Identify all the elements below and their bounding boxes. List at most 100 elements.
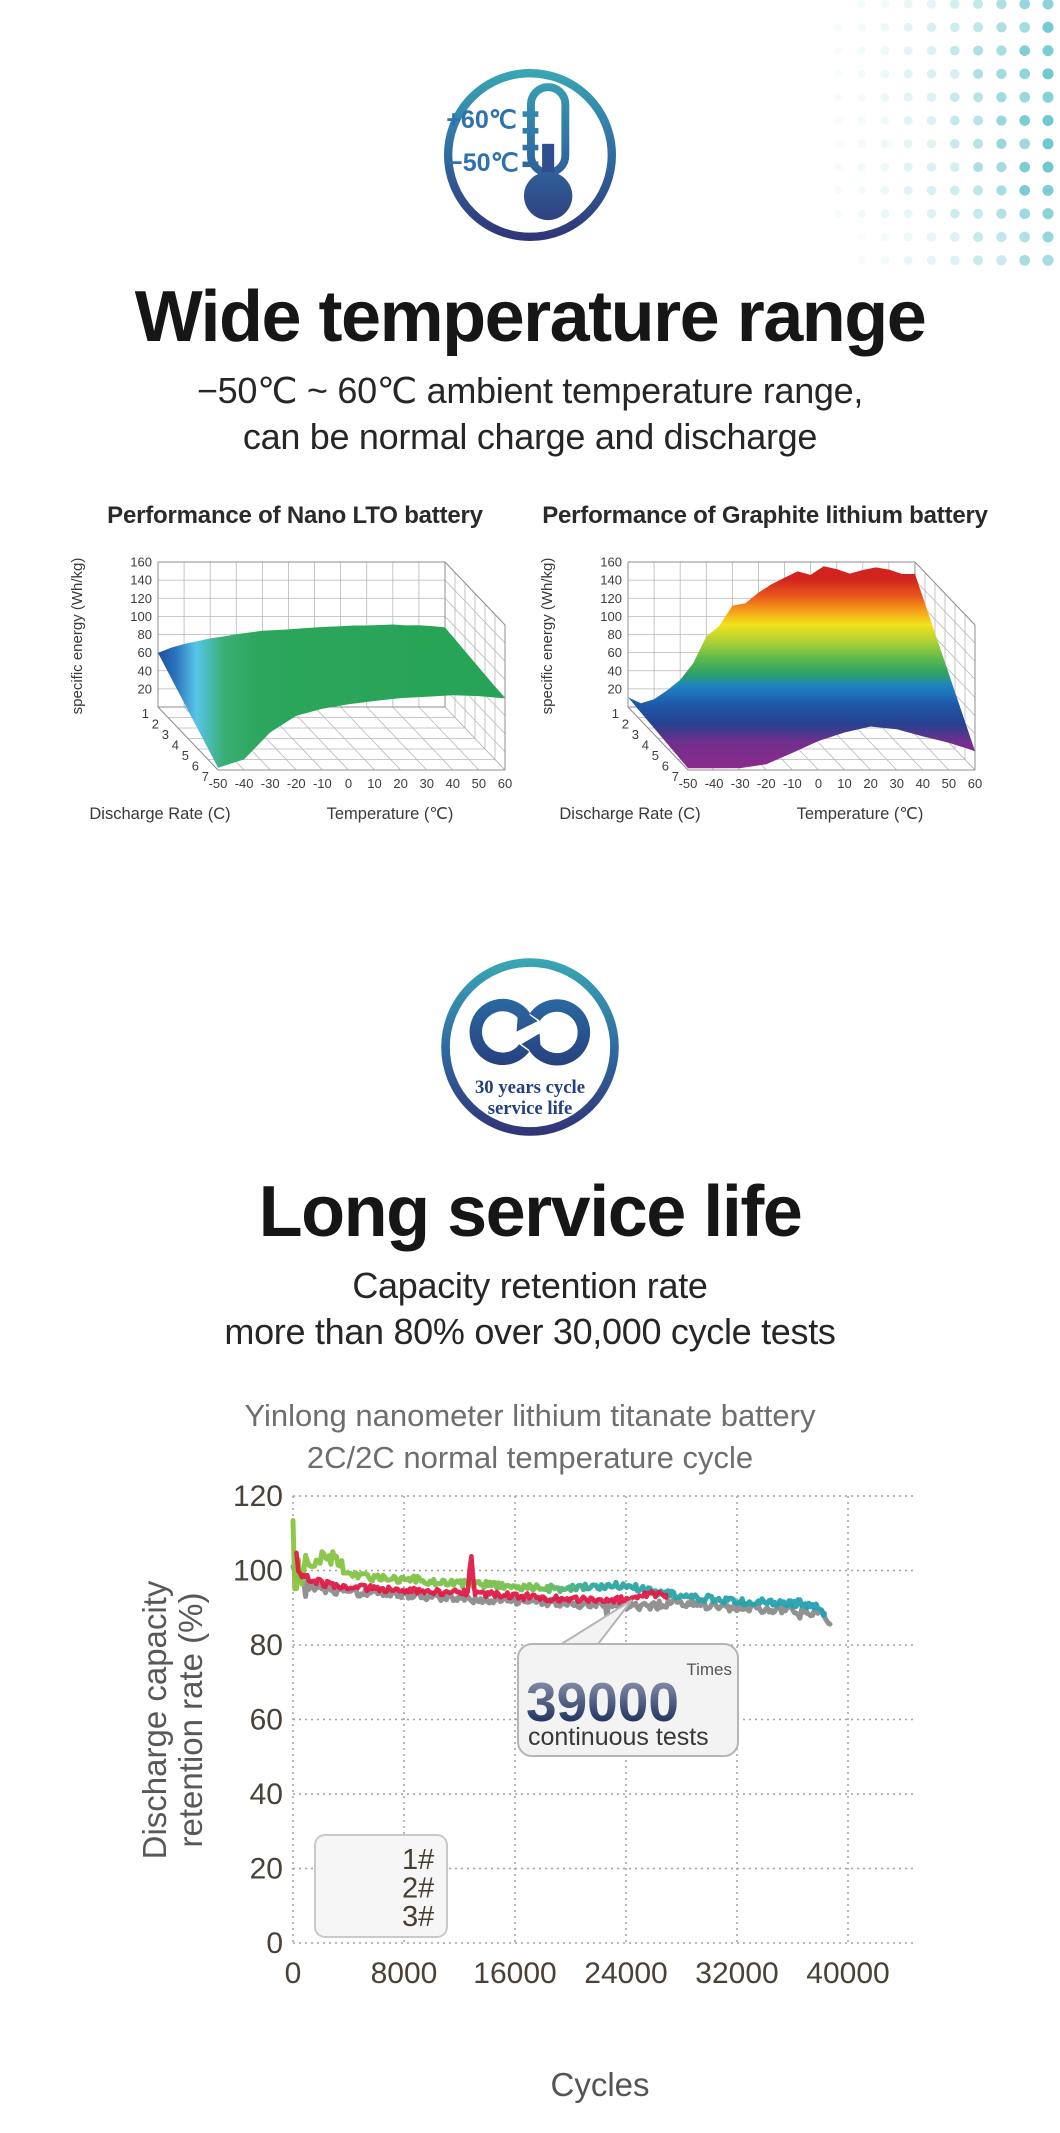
surface-charts-row: Performance of Nano LTO battery 160 140 12… bbox=[0, 502, 1060, 839]
svg-text:60: 60 bbox=[608, 645, 622, 660]
svg-text:10: 10 bbox=[367, 776, 381, 791]
high-temp-label: +60℃ bbox=[446, 106, 517, 134]
mercury-column bbox=[542, 143, 555, 180]
cycle-arrows-icon: 30 years cycle service life bbox=[441, 958, 619, 1136]
cycle-life-chart: Yinlong nanometer lithium titanate batte… bbox=[0, 1395, 1060, 2124]
dot-pattern-decoration bbox=[834, 0, 1054, 266]
svg-text:2#: 2# bbox=[402, 1873, 434, 1905]
svg-text:Discharge Rate (C): Discharge Rate (C) bbox=[89, 805, 230, 823]
badge-ring bbox=[441, 958, 619, 1136]
temperature-subtitle: −50℃ ~ 60℃ ambient temperature range, can… bbox=[196, 370, 864, 458]
badge-ring bbox=[443, 68, 617, 242]
svg-text:3#: 3# bbox=[402, 1901, 434, 1933]
cycle-life-line-chart: 39000 Times continuous tests 1#2#3# 0 20 40 60 8… bbox=[140, 1480, 914, 2103]
svg-text:32000: 32000 bbox=[695, 1957, 778, 1990]
svg-text:0: 0 bbox=[345, 776, 352, 791]
right-loop bbox=[528, 999, 591, 1066]
left-loop bbox=[469, 998, 531, 1065]
svg-text:30: 30 bbox=[889, 776, 903, 791]
svg-text:0: 0 bbox=[285, 1957, 302, 1990]
svg-text:Discharge capacity: Discharge capacity bbox=[140, 1581, 173, 1860]
svg-text:40: 40 bbox=[138, 663, 152, 678]
svg-text:1: 1 bbox=[612, 706, 619, 721]
svg-text:160: 160 bbox=[130, 554, 152, 569]
svg-text:4: 4 bbox=[172, 737, 179, 752]
svg-text:Temperature (℃): Temperature (℃) bbox=[327, 805, 454, 823]
svg-text:40000: 40000 bbox=[806, 1957, 889, 1990]
svg-text:40: 40 bbox=[446, 776, 460, 791]
service-life-heading: Long service life bbox=[258, 1171, 803, 1252]
svg-text:continuous tests: continuous tests bbox=[528, 1723, 709, 1751]
svg-text:3: 3 bbox=[162, 727, 169, 742]
svg-text:-40: -40 bbox=[705, 776, 724, 791]
svg-text:2: 2 bbox=[622, 716, 629, 731]
svg-text:50: 50 bbox=[942, 776, 956, 791]
svg-text:specific energy (Wh/kg): specific energy (Wh/kg) bbox=[539, 558, 556, 715]
svg-text:1#: 1# bbox=[402, 1844, 434, 1876]
svg-text:4: 4 bbox=[642, 737, 649, 752]
svg-text:3: 3 bbox=[632, 727, 639, 742]
svg-text:100: 100 bbox=[233, 1555, 283, 1588]
svg-text:16000: 16000 bbox=[473, 1957, 556, 1990]
svg-text:5: 5 bbox=[652, 748, 659, 763]
svg-text:20: 20 bbox=[608, 681, 622, 696]
svg-text:-50: -50 bbox=[679, 776, 698, 791]
svg-text:7: 7 bbox=[672, 769, 679, 784]
svg-text:6: 6 bbox=[662, 758, 669, 773]
svg-text:-30: -30 bbox=[731, 776, 750, 791]
svg-text:Cycles: Cycles bbox=[550, 2066, 649, 2103]
temperature-heading: Wide temperature range bbox=[134, 277, 927, 357]
svg-text:60: 60 bbox=[498, 776, 512, 791]
service-life-section: 30 years cycle service life Long service… bbox=[0, 839, 1060, 2124]
svg-text:160: 160 bbox=[600, 554, 622, 569]
svg-text:40: 40 bbox=[250, 1778, 283, 1811]
svg-text:-10: -10 bbox=[783, 776, 802, 791]
chart-graphite-title: Performance of Graphite lithium battery bbox=[542, 501, 988, 529]
arrowhead-right bbox=[516, 1006, 538, 1032]
svg-text:39000: 39000 bbox=[526, 1671, 679, 1733]
svg-text:-20: -20 bbox=[757, 776, 776, 791]
thermometer-badge: +60℃ −50℃ bbox=[0, 0, 1060, 253]
svg-text:8000: 8000 bbox=[371, 1957, 438, 1990]
svg-text:120: 120 bbox=[130, 591, 152, 606]
chart-nano-lto-title: Performance of Nano LTO battery bbox=[107, 501, 483, 529]
svg-text:40: 40 bbox=[608, 663, 622, 678]
low-temp-label: −50℃ bbox=[448, 149, 519, 177]
svg-text:120: 120 bbox=[233, 1480, 283, 1513]
svg-text:60: 60 bbox=[138, 645, 152, 660]
svg-text:60: 60 bbox=[250, 1704, 283, 1737]
svg-text:Temperature (℃): Temperature (℃) bbox=[797, 805, 924, 823]
svg-text:-40: -40 bbox=[235, 776, 254, 791]
cycle-badge: 30 years cycle service life bbox=[0, 839, 1060, 1148]
arrowhead-left bbox=[521, 1033, 542, 1059]
svg-text:-30: -30 bbox=[261, 776, 280, 791]
temperature-section: +60℃ −50℃ Wide temperature range −50℃ ~ … bbox=[0, 0, 1060, 839]
cycle-label-line1: 30 years cycle bbox=[475, 1077, 585, 1098]
svg-text:Times: Times bbox=[686, 1660, 732, 1679]
svg-text:20: 20 bbox=[863, 776, 877, 791]
cycle-life-chart-title: Yinlong nanometer lithium titanate batte… bbox=[244, 1397, 816, 1475]
svg-text:100: 100 bbox=[130, 609, 152, 624]
svg-text:Discharge Rate (C): Discharge Rate (C) bbox=[559, 805, 700, 823]
cycle-label-line2: service life bbox=[488, 1098, 573, 1119]
svg-text:-50: -50 bbox=[209, 776, 228, 791]
svg-text:24000: 24000 bbox=[584, 1957, 667, 1990]
svg-text:20: 20 bbox=[250, 1853, 283, 1886]
svg-text:80: 80 bbox=[138, 627, 152, 642]
chart-nano-lto: Performance of Nano LTO battery 160 140 12… bbox=[60, 502, 530, 839]
svg-text:0: 0 bbox=[815, 776, 822, 791]
svg-text:-20: -20 bbox=[287, 776, 306, 791]
service-life-subtitle: Capacity retention rate more than 80% ove… bbox=[224, 1265, 836, 1353]
svg-text:30: 30 bbox=[419, 776, 433, 791]
svg-text:10: 10 bbox=[837, 776, 851, 791]
svg-text:1: 1 bbox=[142, 706, 149, 721]
svg-text:7: 7 bbox=[202, 769, 209, 784]
svg-text:140: 140 bbox=[130, 573, 152, 588]
svg-text:40: 40 bbox=[916, 776, 930, 791]
svg-text:100: 100 bbox=[600, 609, 622, 624]
thermometer-icon: +60℃ −50℃ bbox=[443, 68, 617, 242]
svg-text:140: 140 bbox=[600, 573, 622, 588]
